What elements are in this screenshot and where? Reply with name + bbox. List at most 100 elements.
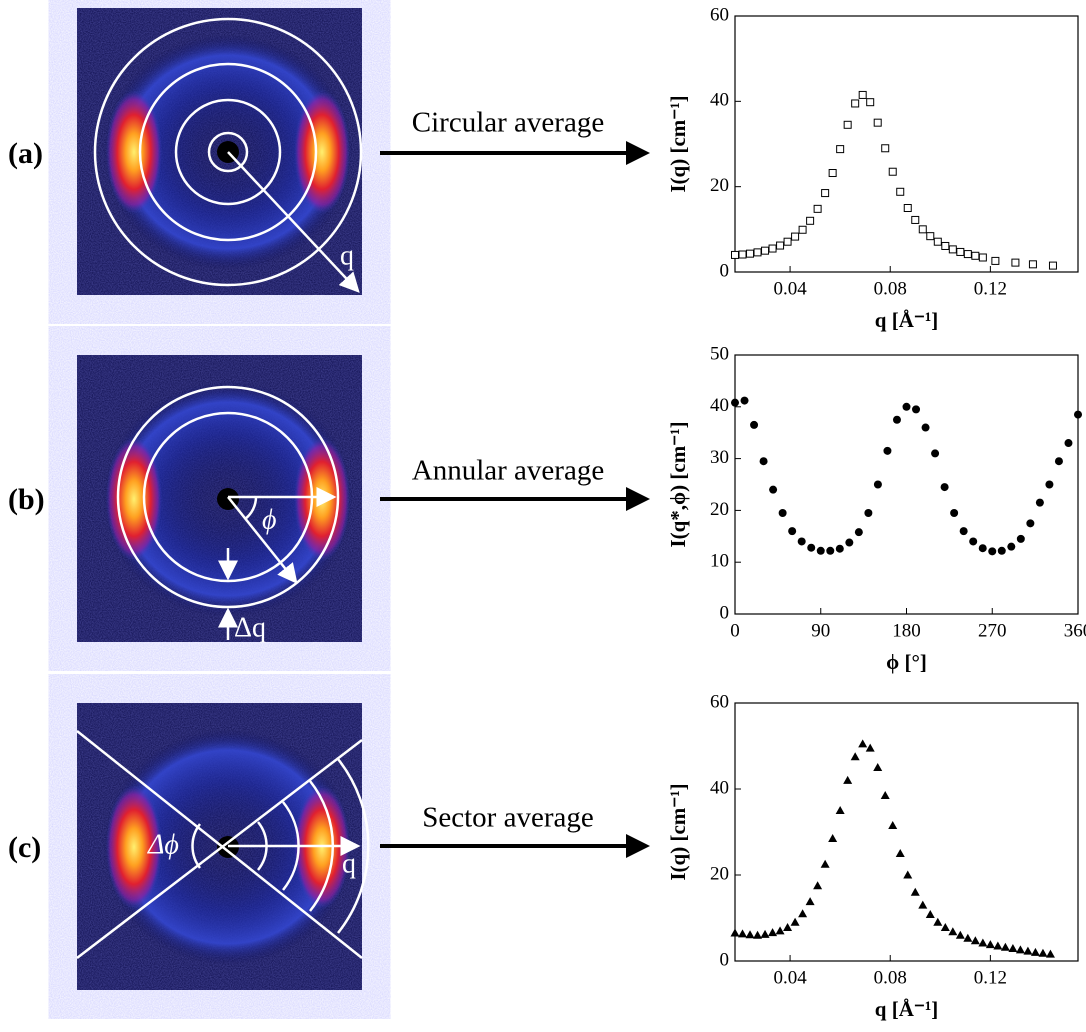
point	[978, 938, 988, 947]
method-label: Annular average	[412, 455, 604, 487]
point	[1074, 410, 1082, 419]
point	[955, 930, 965, 939]
point	[753, 248, 762, 257]
point	[740, 396, 749, 405]
point	[880, 790, 890, 799]
point	[775, 926, 785, 935]
point	[978, 253, 987, 262]
method-label: Circular average	[412, 107, 604, 139]
x-tick-label: 0.04	[773, 278, 807, 299]
method-label: Sector average	[422, 802, 593, 834]
point	[1023, 946, 1033, 955]
point	[813, 881, 823, 890]
point	[881, 144, 890, 153]
point	[866, 98, 875, 107]
point	[910, 887, 920, 896]
y-tick-label: 0	[720, 949, 730, 970]
x-tick-label: 360	[1064, 620, 1086, 641]
point	[1016, 534, 1025, 543]
point	[1008, 944, 1018, 953]
point	[1045, 949, 1055, 958]
point	[948, 927, 958, 936]
point	[850, 752, 860, 761]
point	[911, 215, 920, 224]
point	[903, 204, 912, 212]
point	[988, 547, 997, 556]
point	[854, 528, 863, 537]
point	[956, 247, 965, 256]
point	[873, 763, 883, 771]
point	[768, 244, 777, 253]
point	[970, 936, 980, 945]
point	[858, 90, 867, 99]
y-tick-label: 10	[710, 551, 729, 572]
point	[865, 743, 875, 752]
point	[731, 398, 739, 407]
point	[888, 821, 898, 830]
y-tick-label: 30	[710, 447, 729, 468]
y-axis-label: I(q*,ϕ) [cm⁻¹]	[666, 421, 690, 547]
point	[828, 169, 837, 178]
point	[816, 546, 825, 555]
point	[1045, 480, 1054, 489]
point	[788, 527, 797, 536]
point	[843, 120, 852, 129]
annotation: ϕ	[262, 504, 277, 535]
point	[1064, 439, 1073, 448]
point	[813, 204, 822, 213]
y-tick-label: 60	[710, 4, 729, 25]
plot-frame	[734, 15, 1079, 273]
point	[1015, 945, 1025, 954]
point	[926, 232, 935, 241]
annotation: Δq	[234, 612, 266, 643]
point	[985, 940, 995, 949]
annotation: Δϕ	[147, 829, 179, 860]
point	[873, 118, 882, 127]
point	[1035, 498, 1044, 507]
point	[864, 508, 873, 517]
x-tick-label: 0.04	[773, 967, 807, 988]
plot-frame	[734, 702, 1079, 962]
point	[896, 187, 905, 196]
point	[851, 99, 860, 108]
x-tick-label: 0.08	[874, 278, 907, 299]
annotation: q	[342, 848, 356, 879]
y-tick-label: 40	[710, 90, 729, 111]
point	[826, 546, 835, 555]
point	[963, 933, 973, 942]
point	[941, 241, 950, 250]
y-tick-label: 50	[710, 343, 729, 364]
point	[997, 546, 1006, 555]
point	[895, 849, 905, 857]
point	[993, 941, 1003, 950]
panel-label: (a)	[8, 137, 43, 170]
point	[835, 544, 844, 553]
point	[1038, 948, 1048, 957]
point	[759, 457, 768, 466]
point	[835, 806, 845, 814]
y-tick-label: 20	[710, 499, 729, 520]
point	[925, 910, 935, 919]
y-tick-label: 0	[720, 260, 730, 281]
x-tick-label: 0	[730, 620, 740, 641]
point	[776, 241, 785, 250]
point	[805, 897, 815, 906]
point	[730, 928, 740, 937]
y-tick-label: 0	[720, 602, 730, 623]
point	[769, 485, 778, 494]
point	[821, 189, 830, 198]
point	[828, 833, 838, 842]
detector-image	[77, 355, 362, 642]
point	[778, 508, 787, 517]
x-tick-label: 0.12	[974, 967, 1007, 988]
point	[991, 256, 1000, 265]
y-axis-label: I(q) [cm⁻¹]	[666, 95, 690, 192]
point	[1026, 519, 1035, 528]
point	[797, 537, 806, 546]
point	[806, 216, 815, 225]
point	[760, 929, 770, 938]
point	[902, 402, 911, 411]
point	[791, 232, 800, 241]
point	[888, 167, 897, 176]
